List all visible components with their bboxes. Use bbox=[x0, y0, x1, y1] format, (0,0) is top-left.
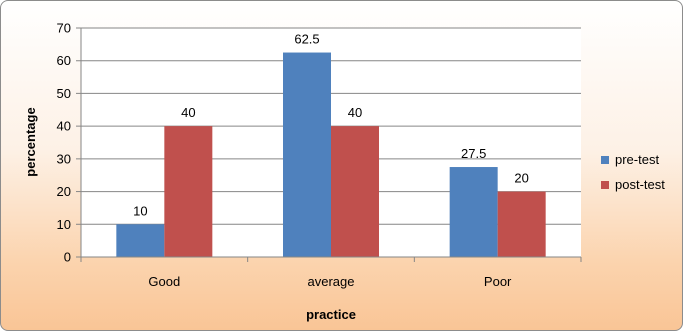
bar-post-test-average bbox=[331, 126, 379, 258]
y-tick-label: 60 bbox=[57, 53, 71, 68]
x-axis-title: practice bbox=[306, 307, 356, 322]
bar-pre-test-average bbox=[283, 52, 331, 258]
y-tick-label: 20 bbox=[57, 184, 71, 199]
y-tick-label: 30 bbox=[57, 151, 71, 166]
y-tick-label: 50 bbox=[57, 86, 71, 101]
data-label: 10 bbox=[133, 203, 147, 218]
data-labels: 10 40 62.5 40 27.5 20 bbox=[133, 32, 529, 219]
bars bbox=[116, 52, 546, 258]
x-category-label: Good bbox=[148, 274, 180, 289]
data-label: 27.5 bbox=[461, 146, 486, 161]
x-axis-categories: Good average Poor bbox=[80, 257, 582, 289]
data-label: 20 bbox=[514, 171, 528, 186]
bar-post-test-Poor bbox=[497, 191, 546, 257]
legend-swatch-post-test bbox=[601, 181, 609, 189]
data-label: 40 bbox=[181, 105, 195, 120]
x-category-label: average bbox=[308, 274, 355, 289]
data-label: 40 bbox=[348, 105, 362, 120]
y-tick-label: 10 bbox=[57, 217, 71, 232]
bar-pre-test-Poor bbox=[449, 167, 498, 257]
legend-label: post-test bbox=[615, 177, 665, 192]
y-tick-label: 0 bbox=[64, 250, 71, 265]
bar-pre-test-Good bbox=[116, 224, 165, 257]
bar-post-test-Good bbox=[164, 126, 213, 258]
data-label: 62.5 bbox=[294, 32, 319, 47]
y-tick-label: 70 bbox=[57, 21, 71, 36]
x-category-label: Poor bbox=[484, 274, 512, 289]
y-axis-ticks: 0 10 20 30 40 50 60 70 bbox=[57, 21, 81, 265]
y-axis-title: percentage bbox=[23, 107, 38, 176]
legend: pre-test post-test bbox=[601, 152, 665, 192]
y-tick-label: 40 bbox=[57, 119, 71, 134]
legend-label: pre-test bbox=[615, 152, 659, 167]
legend-swatch-pre-test bbox=[601, 156, 609, 164]
